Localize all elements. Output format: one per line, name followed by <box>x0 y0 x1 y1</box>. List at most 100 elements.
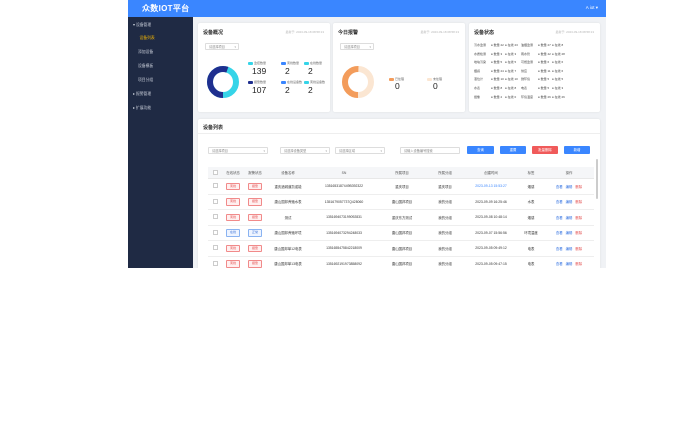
status-count: ● 在线 28 <box>552 51 565 56</box>
table-cell: 在线 <box>222 225 244 241</box>
sidebar-item[interactable]: ▸ 报警管理 <box>133 92 152 96</box>
table-cell: 正常 <box>244 225 266 241</box>
legend-item: 离线设备数 <box>304 80 325 84</box>
search-input[interactable]: 请输入设备编号搜索 <box>400 147 460 154</box>
table-row[interactable]: 离线 报警 测试 1351694073199092831 重庆东方测试 我的分组 2023-… <box>208 209 594 226</box>
delete-link[interactable]: 删除 <box>575 262 583 267</box>
column-header: 在线状态 <box>222 167 244 179</box>
table-cell: 重庆项目 <box>378 178 426 195</box>
table-cell: 唐山国邦项目 <box>378 256 426 268</box>
today-project-select[interactable]: 请选择项目 ▾ <box>340 43 374 50</box>
chevron-down-icon: ▾ <box>369 45 371 49</box>
table-cell: 唐山国邦养殖环境 <box>266 225 310 241</box>
project-select[interactable]: 请选择项目 ▾ <box>208 147 268 154</box>
status-row: 污水监测 ● 数量 22● 在线 23 油烟监测 ● 数量 27● 在线 8 <box>474 43 566 47</box>
row-checkbox[interactable] <box>212 183 218 189</box>
view-link[interactable]: 查看 <box>555 200 563 205</box>
batch-delete-button[interactable]: 批量删除 <box>532 146 558 154</box>
today-handled-count: 0 <box>395 81 400 91</box>
status-row: 烟感 ● 数量 24● 在线 7 供应 ● 数量 11● 在线 6 <box>474 69 566 73</box>
sidebar-item[interactable]: 设备列表 <box>139 36 155 40</box>
table-cell: 2023-09-07 15:56:56 <box>464 225 518 241</box>
user-menu[interactable]: A iot ▾ <box>585 5 598 10</box>
delete-link[interactable]: 删除 <box>575 215 583 220</box>
select-all-checkbox[interactable] <box>212 169 218 175</box>
row-checkbox[interactable] <box>212 229 218 235</box>
overview-card: 设备概况 最新于: 2023-09-18 08:58:13 请选择项目 ▾ 监控数… <box>198 23 330 112</box>
device-group: 我的分组 <box>438 231 452 236</box>
table-row[interactable]: 离线 报警 唐山国邦单13电表 1351692191973858092 唐山国邦项目 我的… <box>208 256 594 268</box>
view-link[interactable]: 查看 <box>555 231 563 236</box>
edit-link[interactable]: 编辑 <box>565 231 573 236</box>
edit-link[interactable]: 编辑 <box>565 215 573 220</box>
device-sn: 1351692191973858092 <box>326 261 362 266</box>
device-name: 测试 <box>284 215 292 220</box>
delete-link[interactable]: 删除 <box>575 231 583 236</box>
scrollbar[interactable] <box>596 159 598 199</box>
status-count: ● 数量 5 <box>491 60 503 65</box>
edit-link[interactable]: 编辑 <box>565 246 573 251</box>
table-cell: 1351694073294248033 <box>310 225 378 241</box>
edit-link[interactable]: 编辑 <box>565 262 573 267</box>
delete-link[interactable]: 删除 <box>575 200 583 205</box>
device-project: 重庆项目 <box>395 184 409 189</box>
alarm-status-badge: 报警 <box>247 260 262 268</box>
region-select[interactable]: 请选择区域 ▾ <box>335 147 385 154</box>
device-type-select[interactable]: 请选择设备类型 ▾ <box>280 147 330 154</box>
table-cell <box>208 256 222 268</box>
delete-link[interactable]: 删除 <box>575 246 583 251</box>
view-link[interactable]: 查看 <box>555 215 563 220</box>
table-cell: 1351653187449B392322 <box>310 178 378 195</box>
status-count: ● 在线 8 <box>552 43 564 47</box>
view-link[interactable]: 查看 <box>555 262 563 267</box>
row-checkbox[interactable] <box>212 260 218 266</box>
table-cell: 唐山国邦项目 <box>378 194 426 210</box>
table-cell: 唐山国邦养殖水表 <box>266 194 310 210</box>
legend-item: 未处理 <box>427 77 442 81</box>
view-link[interactable]: 查看 <box>555 184 563 189</box>
table-row[interactable]: 离线 报警 唐山国邦养殖水表 1351679057737Q428060 唐山国邦项目 我的… <box>208 194 594 210</box>
column-header: 操作 <box>544 167 594 179</box>
table-body: 离线 报警 重庆酒城道凯诺能 1351653187449B392322 重庆项目 重庆项目… <box>208 178 594 268</box>
table-cell <box>208 240 222 257</box>
today-unhandled-count: 0 <box>433 81 438 91</box>
sidebar-item[interactable]: 添加设备 <box>138 50 154 54</box>
online-status-badge: 在线 <box>225 229 240 237</box>
table-row[interactable]: 离线 报警 唐山国邦单12电表 1351655475842218009 唐山国邦项目 我的… <box>208 240 594 257</box>
legend-item: 离线数量 <box>281 61 299 65</box>
column-header: 报警状态 <box>244 167 266 179</box>
online-status-badge: 离线 <box>225 198 240 206</box>
sidebar-item[interactable]: ▾ 设备管理 <box>133 23 152 27</box>
device-group: 我的分组 <box>438 246 452 251</box>
row-checkbox[interactable] <box>212 245 218 251</box>
view-link[interactable]: 查看 <box>555 246 563 251</box>
overview-project-select[interactable]: 请选择项目 ▾ <box>205 43 239 50</box>
table-row[interactable]: 在线 正常 唐山国邦养殖环境 1351694073294248033 唐山国邦项目 我的分… <box>208 225 594 241</box>
edit-link[interactable]: 编辑 <box>565 184 573 189</box>
query-button[interactable]: 查询 <box>467 146 494 154</box>
legend-item: 在线设备数 <box>281 80 302 84</box>
list-title: 设备列表 <box>203 125 224 131</box>
status-label: 烟感 <box>474 68 481 73</box>
table-cell: 重庆酒城道凯诺能 <box>266 178 310 195</box>
sidebar-item[interactable]: 设备模板 <box>138 64 154 68</box>
online-status-badge: 离线 <box>225 182 240 190</box>
created-time[interactable]: 2023-09-13 15:53:27 <box>475 184 507 189</box>
sidebar-item[interactable]: ▸ 扩展功能 <box>133 106 152 110</box>
row-checkbox[interactable] <box>212 198 218 204</box>
delete-link[interactable]: 删除 <box>575 184 583 189</box>
status-count: ● 数量 11 <box>538 68 551 73</box>
sidebar-item[interactable]: 项目分组 <box>138 78 154 82</box>
status-count: ● 在线 10 <box>505 77 518 82</box>
chevron-down-icon: ▾ <box>263 149 265 153</box>
row-checkbox[interactable] <box>212 214 218 220</box>
reset-button[interactable]: 重置 <box>500 146 526 154</box>
add-button[interactable]: 新增 <box>564 146 590 154</box>
table-cell: 我的分组 <box>426 240 464 257</box>
table-cell <box>208 225 222 241</box>
app-window: 众数IOT平台 A iot ▾ ▾ 设备管理 设备列表 添加设备 设备模板 项目分组 ▸ … <box>128 0 606 268</box>
table-row[interactable]: 离线 报警 重庆酒城道凯诺能 1351653187449B392322 重庆项目 重庆项目… <box>208 178 594 195</box>
table-cell: 报警 <box>244 240 266 257</box>
edit-link[interactable]: 编辑 <box>565 200 573 205</box>
today-donut <box>342 66 374 98</box>
